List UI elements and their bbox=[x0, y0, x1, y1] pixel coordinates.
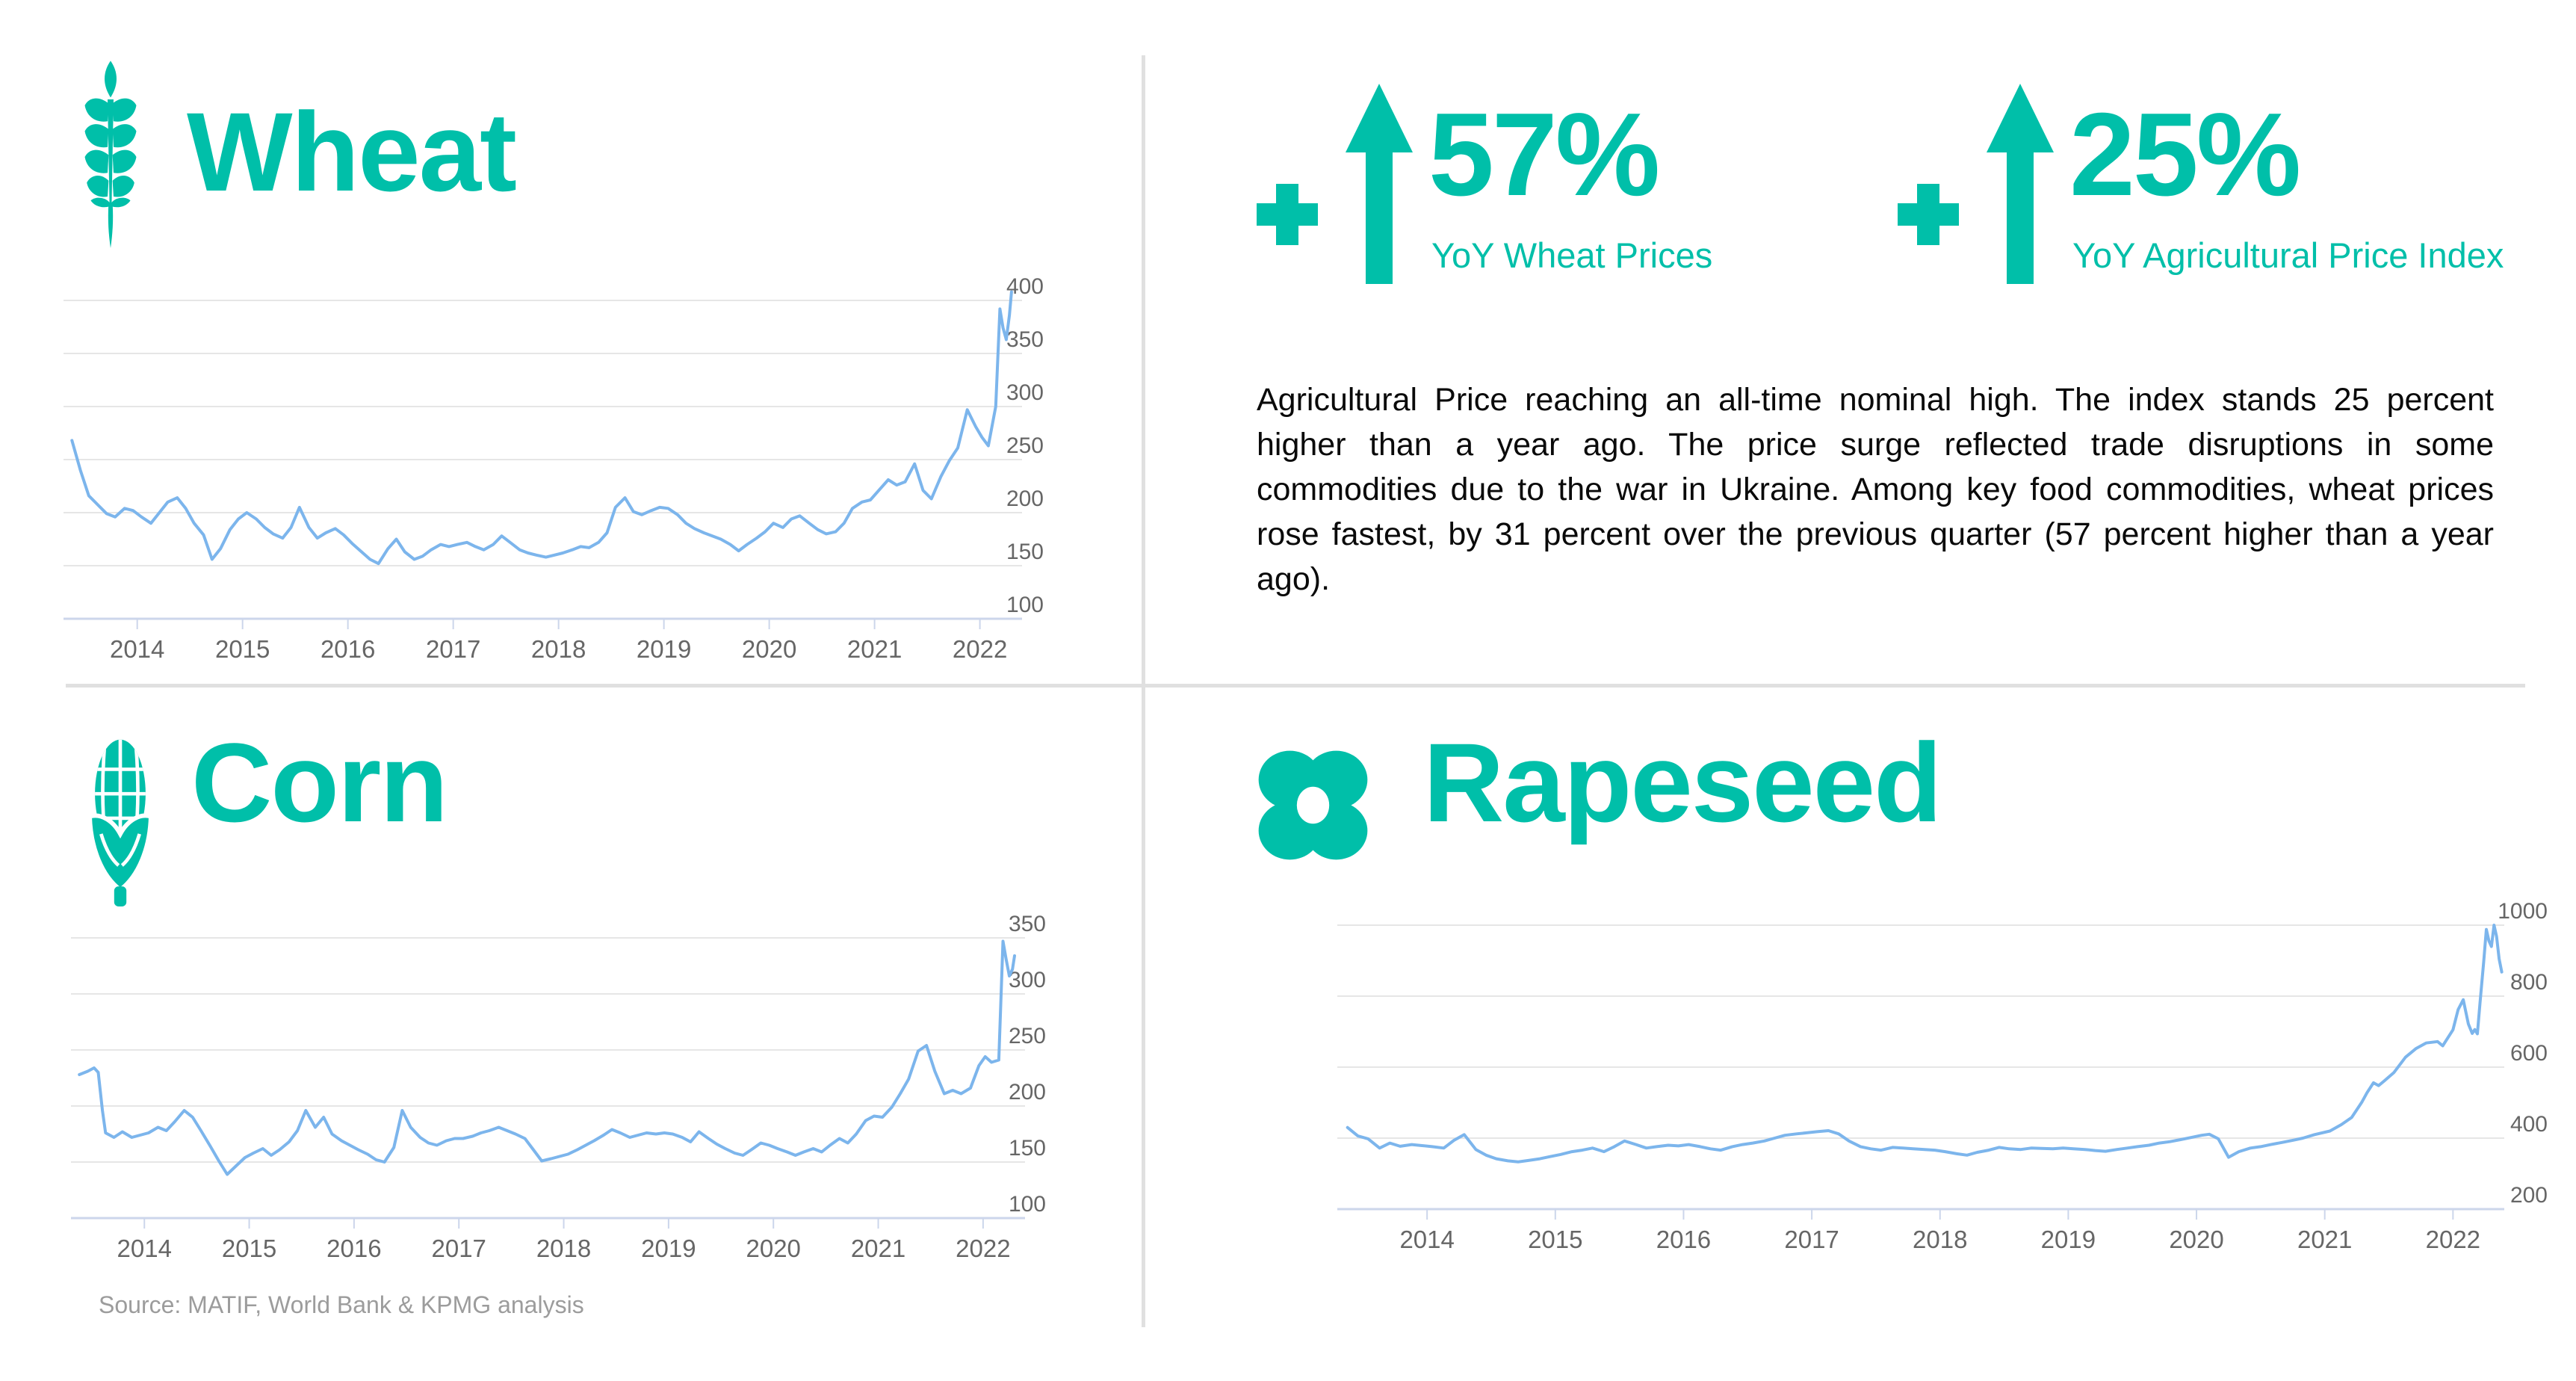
rapeseed-icon bbox=[1255, 747, 1371, 867]
corn-title: Corn bbox=[191, 720, 448, 845]
svg-text:2016: 2016 bbox=[321, 635, 375, 663]
svg-text:2022: 2022 bbox=[2426, 1226, 2480, 1253]
svg-text:2020: 2020 bbox=[746, 1235, 800, 1262]
svg-text:600: 600 bbox=[2510, 1041, 2548, 1066]
svg-text:200: 200 bbox=[1009, 1080, 1046, 1105]
wheat-icon bbox=[81, 60, 140, 252]
svg-text:2014: 2014 bbox=[1399, 1226, 1454, 1253]
svg-text:2021: 2021 bbox=[2297, 1226, 2352, 1253]
svg-text:2022: 2022 bbox=[953, 635, 1007, 663]
stat-label: YoY Agricultural Price Index bbox=[2072, 235, 2504, 275]
svg-text:2015: 2015 bbox=[222, 1235, 276, 1262]
svg-text:2019: 2019 bbox=[2041, 1226, 2096, 1253]
svg-text:2019: 2019 bbox=[637, 635, 691, 663]
svg-text:2019: 2019 bbox=[641, 1235, 696, 1262]
plus-icon bbox=[1257, 184, 1318, 249]
svg-text:1000: 1000 bbox=[2498, 899, 2548, 924]
stat-value: 25% bbox=[2069, 89, 2301, 220]
svg-text:2016: 2016 bbox=[326, 1235, 381, 1262]
stat-label: YoY Wheat Prices bbox=[1431, 235, 1713, 275]
rapeseed-title: Rapeseed bbox=[1423, 720, 1942, 845]
svg-text:200: 200 bbox=[1006, 486, 1044, 511]
svg-text:2021: 2021 bbox=[851, 1235, 905, 1262]
up-arrow-icon bbox=[1343, 84, 1415, 288]
svg-text:250: 250 bbox=[1006, 433, 1044, 458]
svg-text:2017: 2017 bbox=[426, 635, 480, 663]
svg-text:2018: 2018 bbox=[531, 635, 586, 663]
svg-text:2017: 2017 bbox=[1784, 1226, 1839, 1253]
svg-text:400: 400 bbox=[2510, 1112, 2548, 1137]
svg-text:800: 800 bbox=[2510, 970, 2548, 995]
svg-text:2018: 2018 bbox=[1913, 1226, 1967, 1253]
corn-icon bbox=[85, 736, 155, 910]
svg-text:300: 300 bbox=[1009, 968, 1046, 992]
svg-text:2018: 2018 bbox=[536, 1235, 591, 1262]
plus-icon bbox=[1898, 184, 1959, 249]
svg-text:2016: 2016 bbox=[1656, 1226, 1711, 1253]
svg-text:200: 200 bbox=[2510, 1183, 2548, 1208]
svg-text:2022: 2022 bbox=[956, 1235, 1010, 1262]
source-note: Source: MATIF, World Bank & KPMG analysi… bbox=[99, 1291, 584, 1318]
svg-text:2017: 2017 bbox=[432, 1235, 486, 1262]
svg-text:150: 150 bbox=[1006, 540, 1044, 564]
wheat-title: Wheat bbox=[187, 89, 517, 214]
summary-paragraph: Agricultural Price reaching an all-time … bbox=[1257, 382, 2494, 597]
svg-text:100: 100 bbox=[1006, 593, 1044, 617]
divider-horizontal bbox=[66, 684, 2525, 688]
svg-text:300: 300 bbox=[1006, 380, 1044, 405]
svg-text:2020: 2020 bbox=[742, 635, 796, 663]
up-arrow-icon bbox=[1984, 84, 2056, 288]
svg-text:350: 350 bbox=[1006, 327, 1044, 352]
svg-text:2015: 2015 bbox=[215, 635, 270, 663]
svg-text:2014: 2014 bbox=[110, 635, 164, 663]
stat-value: 57% bbox=[1428, 89, 1660, 220]
corn-price-chart: 350 300 250 200 150 100 2014 2015 2016 2017 2018 20… bbox=[71, 912, 1046, 1262]
svg-text:2014: 2014 bbox=[117, 1235, 172, 1262]
divider-vertical bbox=[1142, 55, 1145, 1327]
svg-text:350: 350 bbox=[1009, 912, 1046, 936]
svg-text:100: 100 bbox=[1009, 1192, 1046, 1217]
svg-text:2021: 2021 bbox=[847, 635, 902, 663]
rapeseed-price-chart: 1000 800 600 400 200 2014 2015 2016 2017 2018 2019… bbox=[1337, 899, 2548, 1253]
svg-text:250: 250 bbox=[1009, 1024, 1046, 1048]
svg-text:2015: 2015 bbox=[1528, 1226, 1582, 1253]
svg-text:2020: 2020 bbox=[2169, 1226, 2223, 1253]
svg-text:150: 150 bbox=[1009, 1136, 1046, 1161]
